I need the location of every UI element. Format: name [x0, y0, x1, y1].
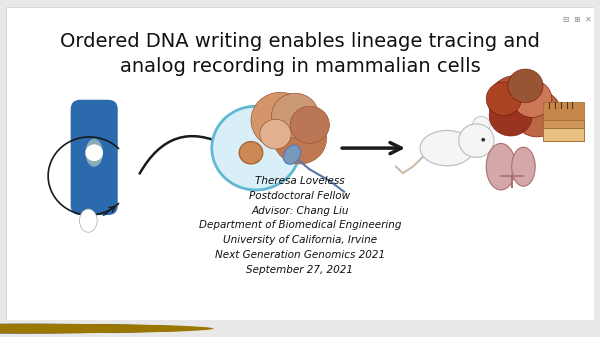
- Circle shape: [508, 69, 543, 102]
- Bar: [543, 128, 584, 141]
- Circle shape: [0, 324, 214, 333]
- FancyBboxPatch shape: [71, 100, 118, 215]
- Circle shape: [260, 119, 291, 149]
- Circle shape: [0, 324, 203, 333]
- Ellipse shape: [486, 144, 515, 190]
- Circle shape: [489, 95, 532, 136]
- Circle shape: [481, 138, 485, 142]
- Circle shape: [512, 80, 552, 117]
- Circle shape: [0, 324, 181, 333]
- Circle shape: [459, 124, 494, 157]
- Circle shape: [239, 142, 263, 164]
- Circle shape: [212, 106, 300, 190]
- Circle shape: [512, 90, 562, 137]
- Circle shape: [472, 117, 490, 133]
- Circle shape: [488, 75, 543, 128]
- Text: Ordered DNA writing enables lineage tracing and
analog recording in mammalian ce: Ordered DNA writing enables lineage trac…: [60, 32, 540, 76]
- Circle shape: [290, 106, 329, 144]
- Circle shape: [85, 144, 103, 161]
- Circle shape: [274, 114, 326, 164]
- Bar: [543, 101, 584, 141]
- Circle shape: [0, 324, 192, 333]
- Circle shape: [251, 92, 310, 148]
- Ellipse shape: [85, 139, 103, 167]
- Ellipse shape: [512, 147, 535, 186]
- Ellipse shape: [420, 130, 474, 166]
- Circle shape: [272, 93, 319, 138]
- Ellipse shape: [283, 145, 301, 164]
- Text: ⊟  ⊞  ✕: ⊟ ⊞ ✕: [563, 15, 592, 24]
- Bar: [543, 120, 584, 128]
- Circle shape: [486, 82, 521, 116]
- Ellipse shape: [79, 209, 97, 232]
- Text: Theresa Loveless
Postdoctoral Fellow
Advisor: Chang Liu
Department of Biomedical: Theresa Loveless Postdoctoral Fellow Adv…: [199, 176, 401, 275]
